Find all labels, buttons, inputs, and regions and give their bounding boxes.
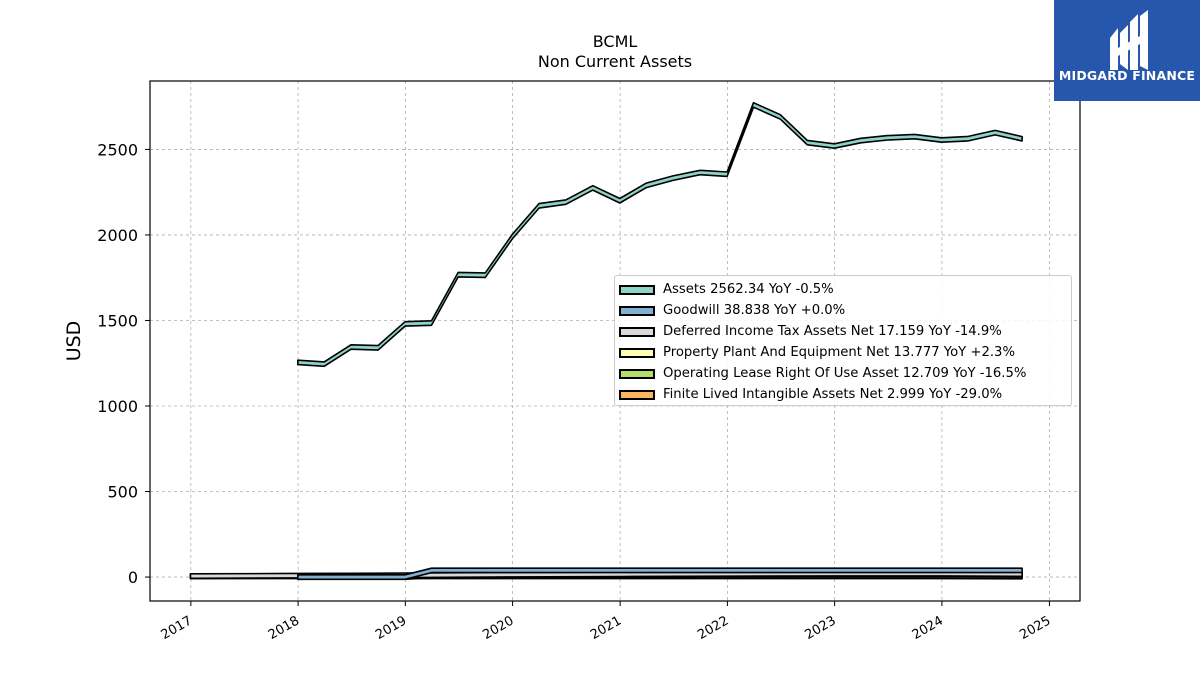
legend-item: Property Plant And Equipment Net 13.777 … <box>619 342 1071 363</box>
y-tick-label: 2500 <box>97 140 138 159</box>
legend-swatch <box>619 284 655 295</box>
legend-label: Assets 2562.34 YoY -0.5% <box>663 282 834 297</box>
legend-swatch <box>619 389 655 400</box>
legend-swatch <box>619 368 655 379</box>
x-tick-label: 2018 <box>266 613 302 643</box>
legend-label: Operating Lease Right Of Use Asset 12.70… <box>663 366 1027 381</box>
legend-label: Goodwill 38.838 YoY +0.0% <box>663 303 846 318</box>
legend-item: Assets 2562.34 YoY -0.5% <box>619 279 1071 300</box>
y-tick-label: 2000 <box>97 226 138 245</box>
y-tick-label: 1000 <box>97 397 138 416</box>
logo-text: MIDGARD FINANCE <box>1058 68 1196 83</box>
legend-item: Deferred Income Tax Assets Net 17.159 Yo… <box>619 321 1071 342</box>
legend-label: Finite Lived Intangible Assets Net 2.999… <box>663 387 1003 402</box>
y-axis-label: USD <box>63 321 85 362</box>
x-tick-label: 2025 <box>1017 613 1053 643</box>
legend-swatch <box>619 326 655 337</box>
midgard-finance-logo: MIDGARD FINANCE <box>1054 0 1200 101</box>
chart-title: BCML <box>592 32 638 51</box>
legend-label: Property Plant And Equipment Net 13.777 … <box>663 345 1015 360</box>
x-tick-label: 2023 <box>802 613 838 643</box>
series-areas <box>189 101 1023 581</box>
plot-frame <box>149 80 1081 602</box>
midgard-logo-icon <box>1110 10 1148 70</box>
x-tick-label: 2021 <box>588 613 624 643</box>
chart-subtitle: Non Current Assets <box>537 52 693 71</box>
legend-swatch <box>619 305 655 316</box>
x-tick-label: 2024 <box>910 613 946 643</box>
legend-label: Deferred Income Tax Assets Net 17.159 Yo… <box>663 324 1002 339</box>
x-tick-label: 2020 <box>480 613 516 643</box>
x-tick-label: 2022 <box>695 613 731 643</box>
legend-item: Goodwill 38.838 YoY +0.0% <box>619 300 1071 321</box>
legend-item: Finite Lived Intangible Assets Net 2.999… <box>619 384 1071 405</box>
legend-swatch <box>619 347 655 358</box>
chart-legend: Assets 2562.34 YoY -0.5% Goodwill 38.838 … <box>614 275 1072 406</box>
series-band-assets <box>297 101 1023 368</box>
x-tick-label: 2019 <box>373 613 409 643</box>
y-tick-label: 0 <box>128 568 138 587</box>
y-tick-label: 500 <box>107 483 138 502</box>
x-tick-label: 2017 <box>159 613 195 643</box>
series-band-goodwill <box>297 567 1023 581</box>
legend-item: Operating Lease Right Of Use Asset 12.70… <box>619 363 1071 384</box>
y-tick-label: 1500 <box>97 311 138 330</box>
